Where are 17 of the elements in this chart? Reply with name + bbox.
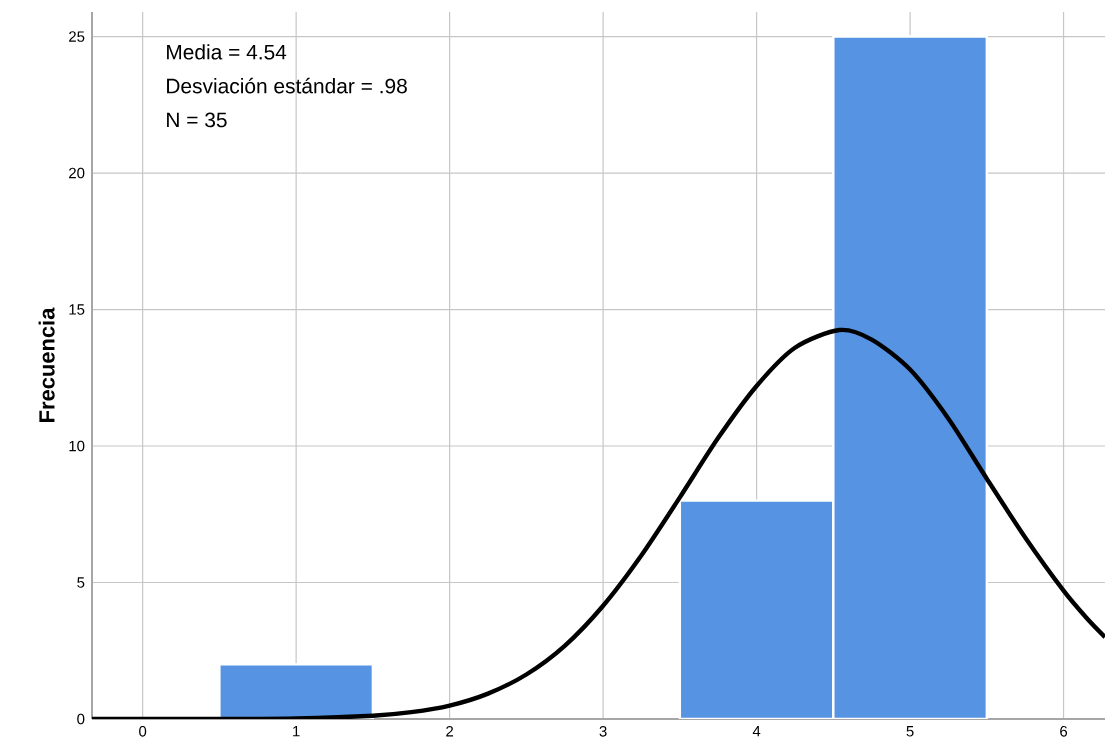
y-tick-label: 20 [69, 167, 85, 179]
y-tick-label: 10 [69, 440, 85, 452]
annotation: N = 35 [167, 112, 227, 128]
x-tick-label: 5 [906, 726, 914, 737]
y-tick-label: 5 [77, 577, 85, 588]
x-tick-label: 6 [1060, 726, 1068, 737]
annotation: Media = 4.54 [167, 44, 287, 60]
x-tick-label: 1 [293, 726, 300, 737]
y-tick-label: 25 [69, 31, 85, 42]
x-tick-label: 2 [446, 726, 454, 737]
y-axis-title: Frecuencia [38, 307, 55, 422]
annotation: Desviación estándar = .98 [167, 77, 407, 94]
x-tick-label: 3 [599, 726, 607, 737]
y-tick-label: 0 [77, 713, 85, 725]
x-tick-label: 4 [752, 726, 761, 737]
y-tick-label: 15 [69, 304, 85, 315]
x-tick-label: 0 [139, 726, 147, 737]
